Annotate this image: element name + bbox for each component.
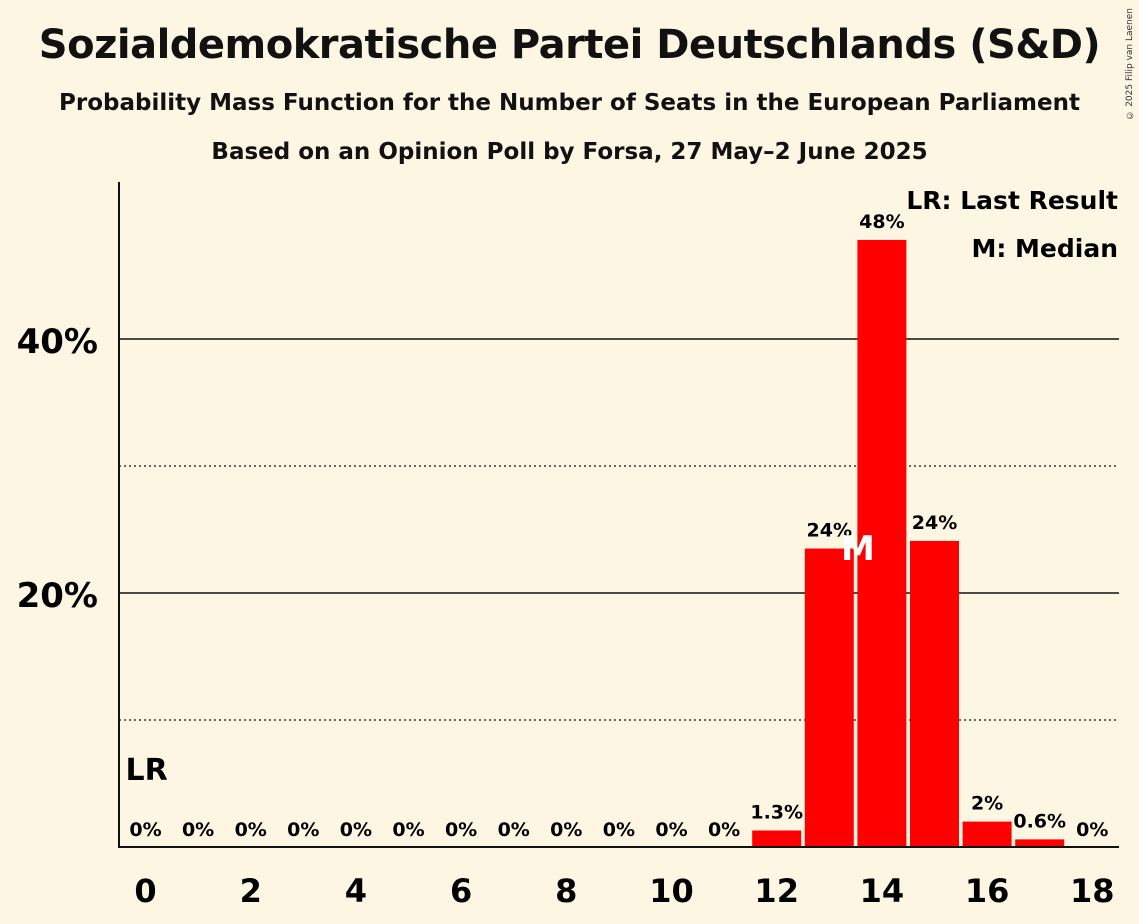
- x-tick-label: 2: [240, 872, 262, 910]
- value-label: 0%: [550, 819, 582, 841]
- gridlines: [119, 338, 1119, 721]
- x-tick-label: 10: [649, 872, 694, 910]
- x-tick-label: 4: [345, 872, 367, 910]
- bar-seat-16: [962, 821, 1012, 847]
- x-tick-label: 0: [134, 872, 156, 910]
- value-label: 0%: [655, 819, 687, 841]
- bar-seat-15: [910, 540, 959, 847]
- x-tick-label: 18: [1070, 872, 1115, 910]
- x-tick-label: 14: [860, 872, 905, 910]
- bar-seat-13: [804, 548, 854, 847]
- value-label: 2%: [971, 793, 1003, 815]
- bar-seat-12: [752, 830, 802, 847]
- value-labels: 0% 0% 0% 0% 0% 0% 0% 0% 0% 0% 0% 0% 1.3% 24% 48% 24% 2% 0…: [126, 211, 1109, 841]
- value-label: 0%: [287, 819, 319, 841]
- last-result-marker: LR: [126, 753, 168, 788]
- value-label: 0%: [708, 819, 740, 841]
- axes: 20% 40% 0 2 4 6 8 10 12 14 16 18: [17, 182, 1119, 910]
- x-tick-label: 16: [965, 872, 1010, 910]
- value-label: 0%: [1076, 819, 1108, 841]
- value-label: 0%: [392, 819, 424, 841]
- bar-seat-14: [857, 239, 907, 847]
- value-label: 0.6%: [1013, 810, 1066, 832]
- legend: LR: Last Result M: Median: [906, 186, 1118, 263]
- bars: [752, 239, 1065, 847]
- median-marker: M: [841, 529, 875, 569]
- value-label: 1.3%: [750, 801, 803, 823]
- x-tick-label: 8: [555, 872, 577, 910]
- value-label: 0%: [182, 819, 214, 841]
- chart-title: Sozialdemokratische Partei Deutschlands …: [38, 22, 1101, 68]
- poll-info: Based on an Opinion Poll by Forsa, 27 Ma…: [211, 139, 928, 165]
- value-label: 0%: [445, 819, 477, 841]
- value-label: 0%: [340, 819, 372, 841]
- value-label: 0%: [603, 819, 635, 841]
- value-label: 48%: [859, 211, 904, 233]
- x-tick-label: 12: [754, 872, 799, 910]
- legend-last-result: LR: Last Result: [906, 186, 1118, 215]
- value-label: 0%: [129, 819, 161, 841]
- bar-seat-17: [1015, 839, 1065, 847]
- chart-subtitle: Probability Mass Function for the Number…: [59, 90, 1080, 116]
- y-tick-label: 40%: [17, 322, 98, 362]
- value-label: 24%: [912, 512, 957, 534]
- y-tick-label: 20%: [17, 576, 98, 616]
- legend-median: M: Median: [971, 234, 1118, 263]
- value-label: 24%: [807, 520, 852, 542]
- value-label: 0%: [498, 819, 530, 841]
- value-label: 0%: [235, 819, 267, 841]
- x-tick-label: 6: [450, 872, 472, 910]
